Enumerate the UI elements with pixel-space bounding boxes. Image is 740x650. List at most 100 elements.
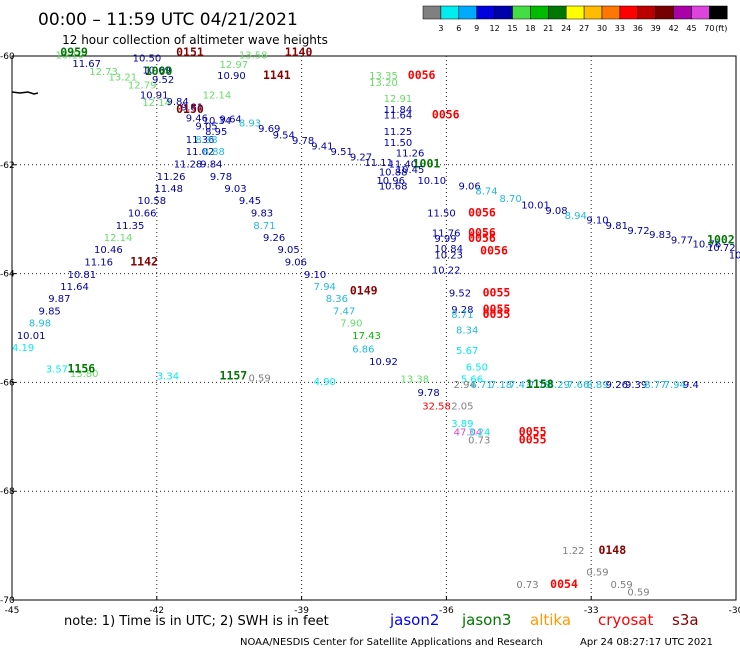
time-label: 0055 — [483, 302, 511, 316]
wave-height-value: 10.50 — [133, 53, 162, 64]
wave-height-value: 7.47 — [333, 306, 355, 317]
wave-height-value: 9.28 — [451, 305, 473, 316]
colorbar-swatch — [476, 5, 495, 20]
wave-height-value: 9.39 — [625, 380, 647, 391]
wave-height-value: 0.59 — [249, 373, 271, 384]
wave-height-value: 8.71 — [253, 221, 275, 232]
time-label: 1140 — [285, 45, 313, 59]
y-tick-label: -60 — [0, 52, 15, 62]
wave-height-value: 4.90 — [314, 377, 336, 388]
wave-height-value: 11.16 — [84, 257, 113, 268]
wave-height-value: 10.10 — [417, 176, 446, 187]
wave-height-value: 9.10 — [586, 216, 608, 227]
wave-height-value: 8.88 — [203, 147, 225, 158]
colorbar-swatch — [512, 5, 531, 20]
wave-height-value: 0.73 — [468, 435, 490, 446]
wave-height-value: 5.67 — [456, 346, 478, 357]
colorbar-swatch — [494, 5, 513, 20]
plot-border — [11, 55, 737, 601]
wave-height-value: 13.58 — [239, 51, 268, 62]
y-tick-label: -62 — [0, 161, 15, 171]
wave-height-value: 9.78 — [417, 388, 439, 399]
wave-height-value: 10.58 — [137, 196, 166, 207]
wave-height-value: 9.10 — [304, 270, 326, 281]
wave-height-value: 0.59 — [627, 588, 649, 599]
wave-height-value: 10.92 — [369, 357, 398, 368]
wave-height-value: 9.81 — [606, 221, 628, 232]
footnote: note: 1) Time is in UTC; 2) SWH is in fe… — [64, 614, 329, 629]
wave-height-value: 0.59 — [586, 568, 608, 579]
credit-line: NOAA/NESDIS Center for Satellite Applica… — [240, 637, 543, 648]
wave-height-value: 9.4 — [683, 380, 699, 391]
timestamp: Apr 24 08:27:17 UTC 2021 — [580, 637, 713, 648]
wave-height-value: 12.14 — [142, 98, 171, 109]
wave-height-value: 9.52 — [449, 288, 471, 299]
wave-height-value: 8.89 — [586, 380, 608, 391]
wave-height-value: 0.73 — [516, 580, 538, 591]
wave-height-value: 11.67 — [72, 59, 101, 70]
time-label: 1156 — [68, 362, 96, 376]
wave-height-value: 1.22 — [562, 546, 584, 557]
wave-height-value: 6.50 — [466, 362, 488, 373]
colorbar-label: 36 — [633, 24, 643, 33]
wave-height-value: 11.25 — [384, 127, 413, 138]
time-label: 0150 — [176, 102, 204, 116]
wave-height-value: 11.64 — [60, 282, 89, 293]
wave-height-value: 12.14 — [203, 90, 232, 101]
wave-height-value: 11.02 — [186, 147, 215, 158]
time-label: 1157 — [220, 369, 248, 383]
legend-jason3: jason3 — [461, 611, 511, 629]
wave-height-value: 7.94 — [664, 380, 686, 391]
wave-height-value: 9.99 — [434, 234, 456, 245]
colorbar-label: 3 — [438, 24, 443, 33]
wave-height-value: 9.83 — [251, 208, 273, 219]
wave-height-value: 10.91 — [140, 90, 169, 101]
colorbar-swatch — [458, 5, 477, 20]
time-label: 1141 — [263, 68, 291, 82]
time-label: 0148 — [598, 543, 626, 557]
wave-height-value: 9.06 — [285, 257, 307, 268]
wave-height-value: 5.66 — [461, 374, 483, 385]
wave-height-value: 9.83 — [649, 230, 671, 241]
wave-height-value: 12.73 — [89, 67, 118, 78]
wave-height-value: 8.77 — [644, 380, 666, 391]
wave-height-value: 7.66 — [567, 380, 589, 391]
colorbar-swatch — [565, 5, 585, 20]
y-tick-label: -64 — [0, 270, 15, 280]
wave-height-value: 10.66 — [128, 208, 157, 219]
legend-altika: altika — [530, 611, 571, 629]
wave-height-value: 13.38 — [401, 374, 430, 385]
colorbar-label: 15 — [507, 24, 517, 33]
wave-height-value: 12.79 — [128, 81, 157, 92]
colorbar-label: 27 — [579, 24, 589, 33]
wave-height-value: 10.23 — [434, 250, 463, 261]
wave-height-value: 9.81 — [181, 102, 203, 113]
wave-height-value: 11.28 — [174, 160, 203, 171]
wave-height-value: 9.78 — [210, 172, 232, 183]
time-label: 0056 — [480, 244, 508, 258]
gridlines — [11, 55, 737, 601]
wave-height-value: 47.04 — [454, 428, 483, 439]
wave-height-value: 10.81 — [68, 270, 97, 281]
colorbar-swatch — [619, 5, 639, 20]
wave-height-value: 10.01 — [521, 200, 550, 211]
chart-subtitle: 12 hour collection of altimeter wave hei… — [62, 33, 328, 47]
wave-height-value: 17.43 — [352, 331, 381, 342]
colorbar-swatch — [709, 5, 728, 20]
colorbar-swatch — [422, 5, 442, 20]
wave-height-value: 8.74 — [475, 187, 497, 198]
wave-height-value: 12.97 — [220, 60, 249, 71]
wave-height-value: 8.71 — [451, 310, 473, 321]
wave-height-value: 9.46 — [186, 113, 208, 124]
y-tick-label: -70 — [0, 596, 15, 606]
colorbar-label: 33 — [615, 24, 625, 33]
wave-height-value: 10.87 — [729, 250, 740, 261]
wave-height-value: 3.89 — [451, 419, 473, 430]
wave-height-value: 9.26 — [263, 233, 285, 244]
time-label: 0055 — [483, 307, 511, 321]
time-label: 0055 — [519, 425, 547, 439]
wave-height-value: 10.69 — [142, 65, 171, 76]
time-label: 0056 — [432, 108, 460, 122]
wave-height-value: 8.34 — [456, 325, 478, 336]
